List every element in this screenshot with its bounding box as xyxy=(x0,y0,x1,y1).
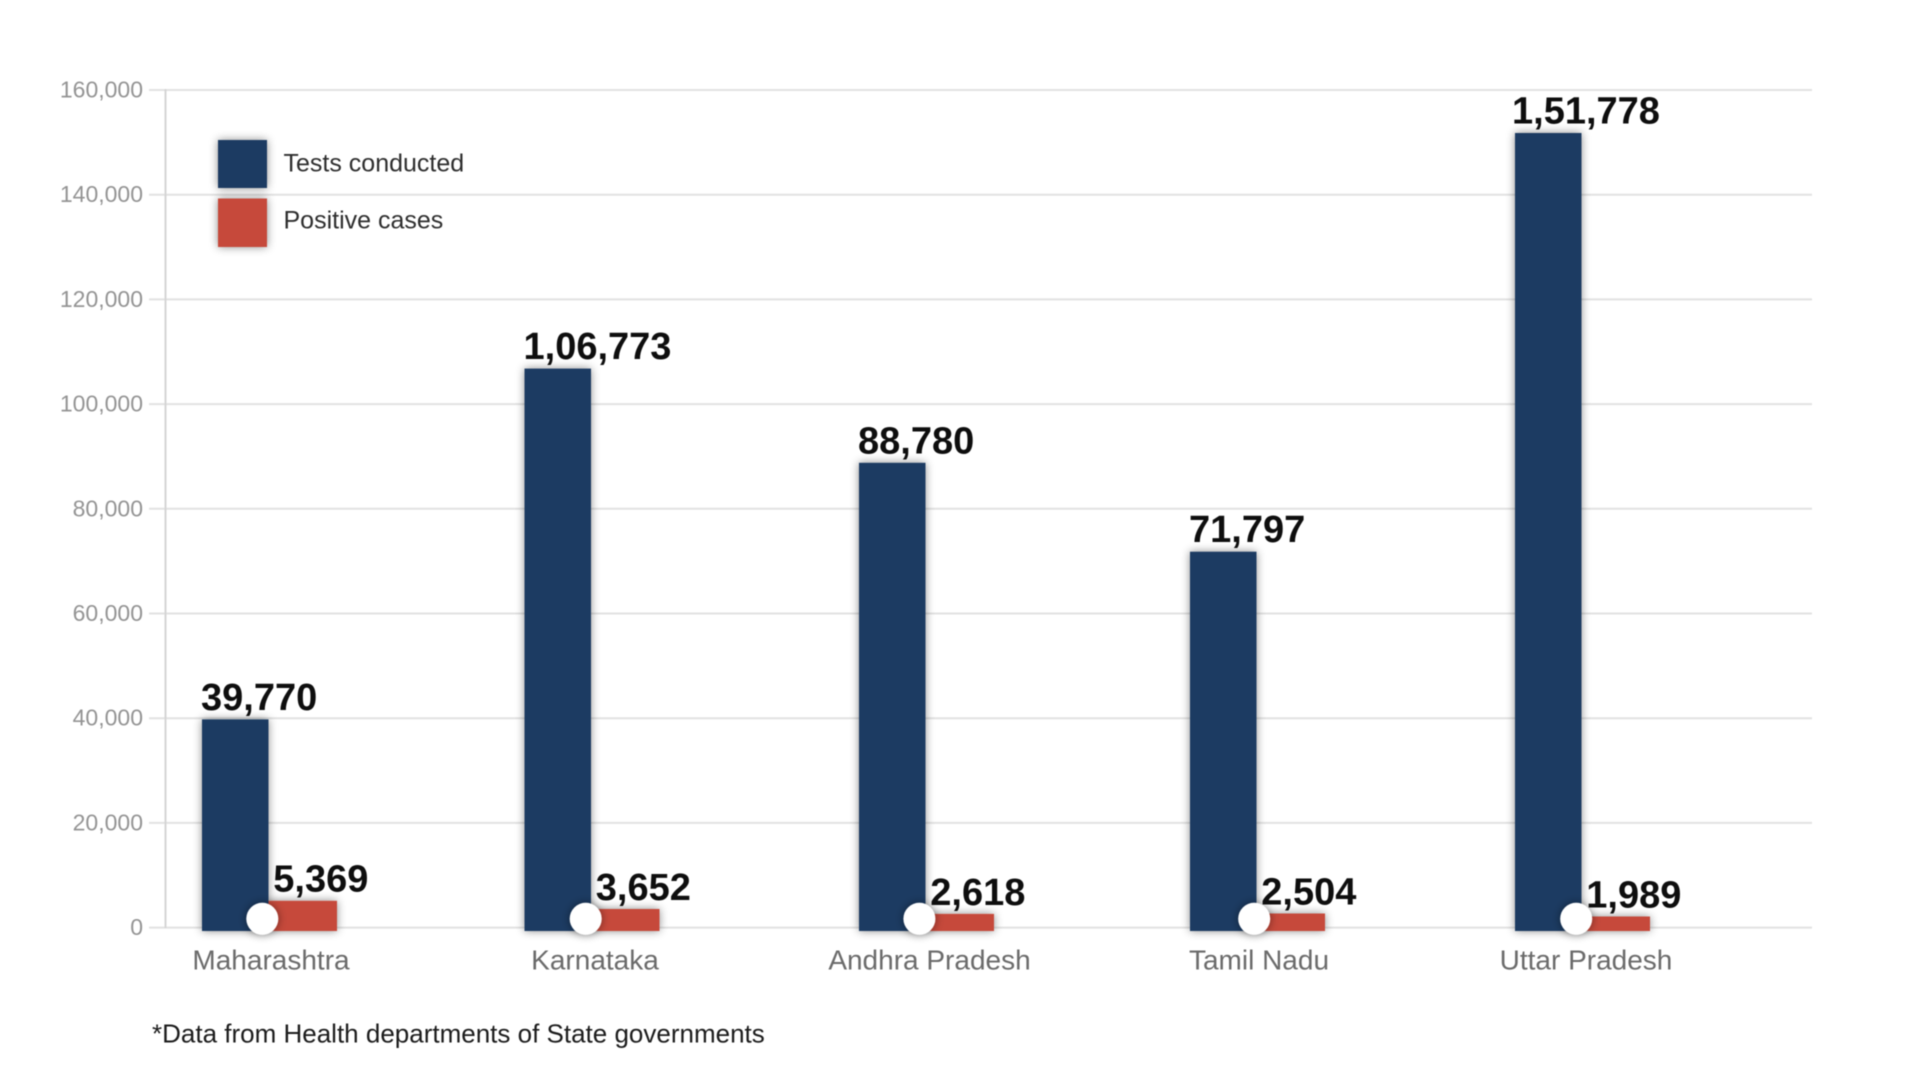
svg-text:120,000: 120,000 xyxy=(60,286,143,312)
svg-text:Tests conducted: Tests conducted xyxy=(284,150,465,178)
svg-text:1,06,773: 1,06,773 xyxy=(524,326,672,368)
svg-text:2,618: 2,618 xyxy=(930,872,1025,914)
svg-text:20,000: 20,000 xyxy=(73,809,143,835)
svg-text:71,797: 71,797 xyxy=(1189,509,1305,551)
svg-text:2,504: 2,504 xyxy=(1261,872,1356,914)
svg-text:1,989: 1,989 xyxy=(1586,875,1681,917)
svg-text:39,770: 39,770 xyxy=(201,677,317,719)
svg-text:Andhra Pradesh: Andhra Pradesh xyxy=(828,945,1030,976)
svg-text:1,51,778: 1,51,778 xyxy=(1512,91,1660,133)
svg-text:Uttar Pradesh: Uttar Pradesh xyxy=(1500,945,1673,976)
svg-text:*Data from Health departments: *Data from Health departments of State g… xyxy=(152,1019,765,1049)
svg-text:Maharashtra: Maharashtra xyxy=(192,945,350,976)
svg-text:0: 0 xyxy=(130,914,143,940)
svg-text:Positive cases: Positive cases xyxy=(284,206,444,234)
svg-text:160,000: 160,000 xyxy=(60,77,143,103)
svg-text:60,000: 60,000 xyxy=(73,600,143,626)
svg-text:5,369: 5,369 xyxy=(273,859,368,901)
svg-text:140,000: 140,000 xyxy=(60,181,143,207)
svg-text:3,652: 3,652 xyxy=(596,867,691,909)
svg-text:100,000: 100,000 xyxy=(60,391,143,417)
svg-text:Karnataka: Karnataka xyxy=(531,945,659,976)
svg-text:80,000: 80,000 xyxy=(73,495,143,521)
svg-text:Tamil Nadu: Tamil Nadu xyxy=(1189,945,1329,976)
svg-text:88,780: 88,780 xyxy=(858,420,974,462)
svg-text:40,000: 40,000 xyxy=(73,705,143,731)
